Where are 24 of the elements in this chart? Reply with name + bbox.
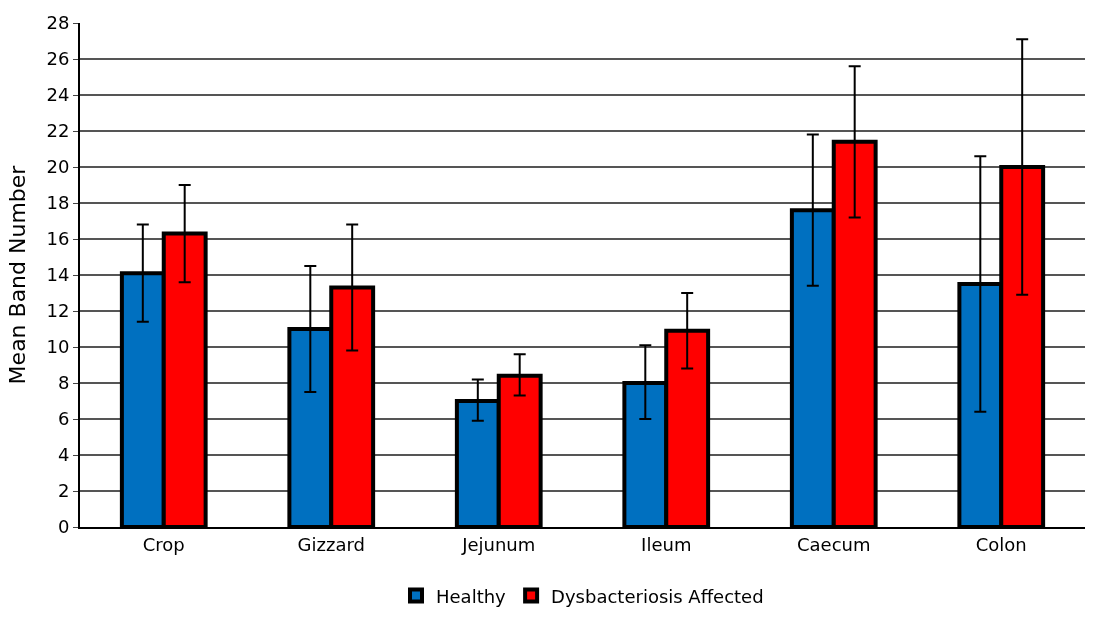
x-tick-label: Gizzard: [297, 533, 365, 555]
y-axis-title: Mean Band Number: [4, 164, 30, 385]
y-tick-label: 28: [46, 12, 70, 34]
x-tick-label: Colon: [975, 533, 1027, 555]
x-tick-label: Crop: [142, 533, 185, 555]
y-tick-label: 12: [46, 300, 70, 322]
y-tick-label: 4: [57, 444, 70, 466]
y-tick-label: 8: [57, 372, 70, 394]
x-tick-label: Jejunum: [461, 533, 536, 555]
y-tick-label: 14: [46, 264, 70, 286]
y-tick-label: 22: [46, 120, 70, 142]
y-tick-label: 24: [46, 84, 70, 106]
x-tick-label: Ileum: [641, 533, 692, 555]
legend-label: Healthy: [436, 585, 507, 607]
y-tick-label: 16: [46, 228, 70, 250]
y-tick-label: 10: [46, 336, 70, 358]
y-tick-label: 6: [57, 408, 70, 430]
y-tick-label: 26: [46, 48, 70, 70]
y-tick-label: 20: [46, 156, 70, 178]
y-tick-label: 18: [46, 192, 70, 214]
x-tick-label: Caecum: [796, 533, 871, 555]
y-tick-label: 0: [57, 516, 70, 538]
y-tick-label: 2: [57, 480, 70, 502]
legend-label: Dysbacteriosis Affected: [551, 585, 764, 607]
